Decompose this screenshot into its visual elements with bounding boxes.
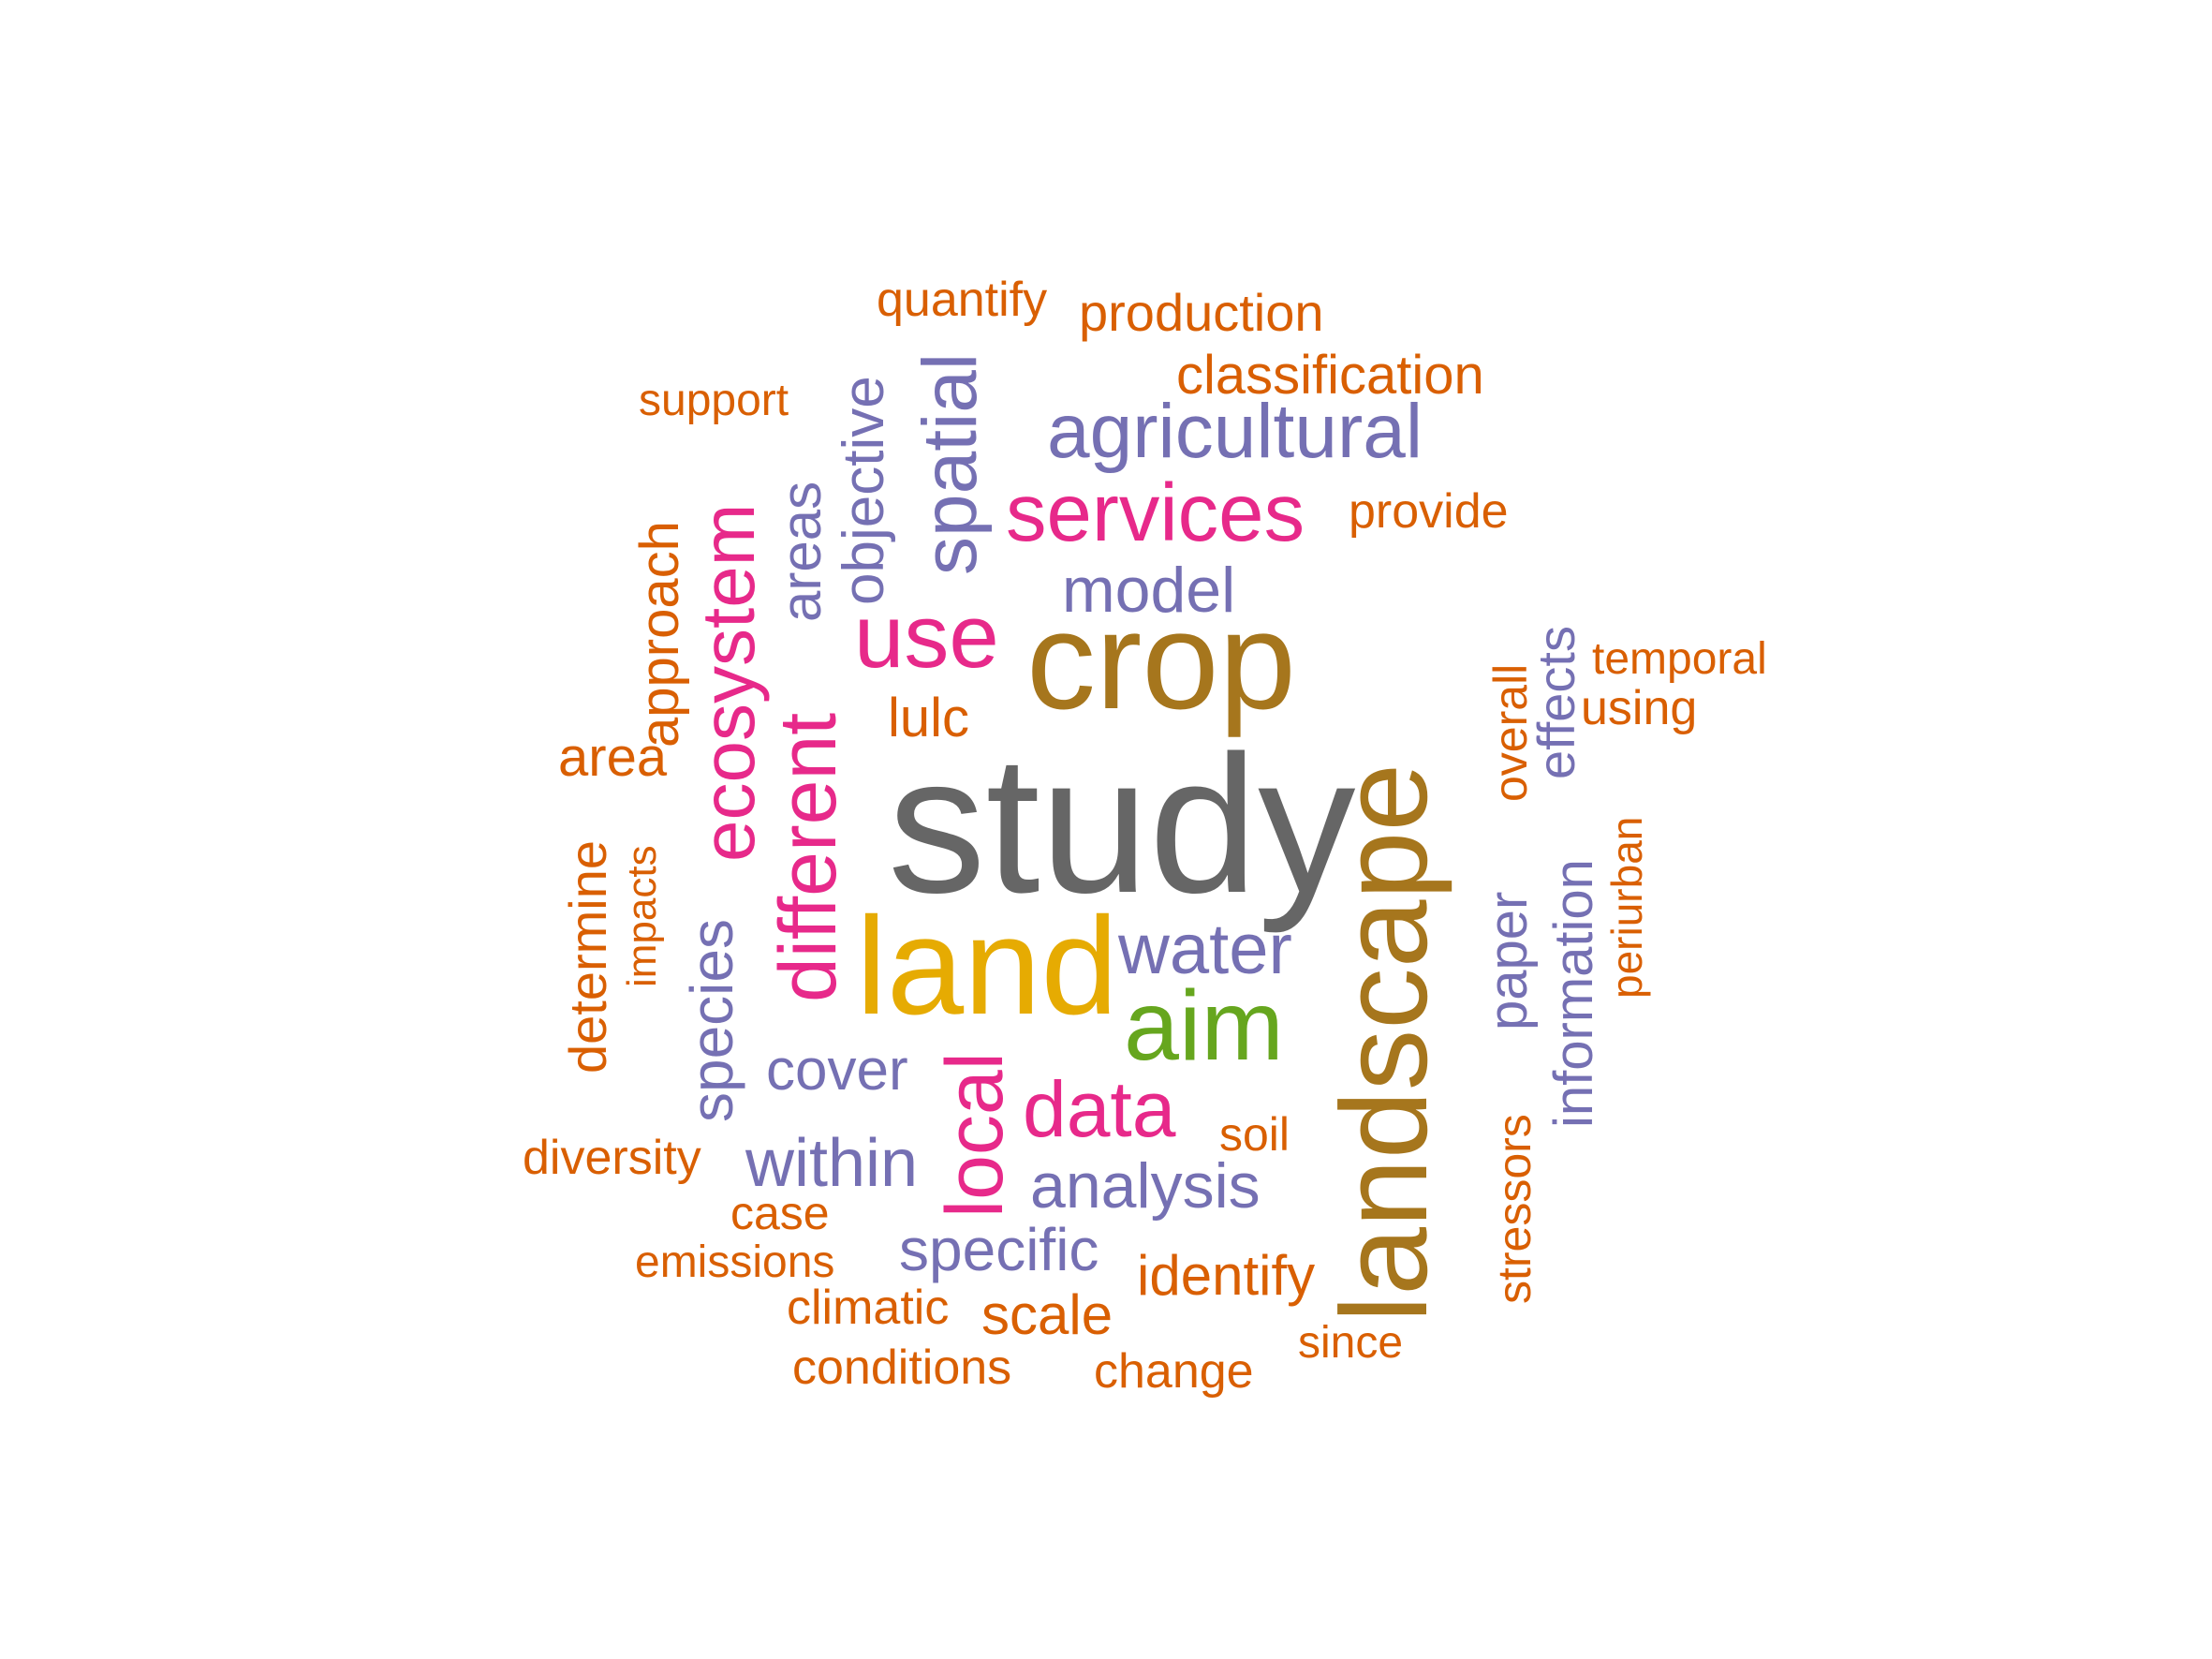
word-periurban: periurban: [1602, 816, 1651, 999]
word-impacts: impacts: [619, 845, 665, 987]
word-ecosystem: ecosystem: [686, 503, 770, 862]
word-information: information: [1543, 859, 1604, 1128]
word-data: data: [1023, 1065, 1176, 1153]
word-crop: crop: [1026, 584, 1296, 738]
word-use: use: [854, 586, 999, 687]
word-production: production: [1079, 283, 1324, 342]
word-species: species: [678, 919, 745, 1122]
word-conditions: conditions: [792, 1341, 1012, 1395]
word-analysis: analysis: [1030, 1150, 1261, 1222]
word-overall: overall: [1484, 663, 1537, 802]
word-lulc: lulc: [888, 688, 970, 748]
word-water: water: [1118, 910, 1292, 989]
word-diversity: diversity: [523, 1131, 701, 1185]
word-spatial: spatial: [907, 352, 993, 575]
word-within: within: [745, 1126, 919, 1201]
word-local: local: [930, 1052, 1020, 1218]
word-classification: classification: [1176, 345, 1484, 406]
word-services: services: [1006, 467, 1305, 558]
word-cover: cover: [766, 1038, 908, 1103]
word-model: model: [1062, 555, 1236, 626]
word-quantify: quantify: [877, 273, 1048, 327]
word-climatic: climatic: [787, 1281, 950, 1335]
word-agricultural: agricultural: [1047, 389, 1423, 474]
word-areas: areas: [770, 481, 833, 622]
word-study: study: [888, 716, 1356, 934]
word-stressors: stressors: [1488, 1114, 1541, 1304]
word-aim: aim: [1124, 970, 1284, 1081]
word-land: land: [856, 889, 1118, 1044]
word-paper: paper: [1478, 891, 1539, 1030]
word-approach: approach: [629, 521, 690, 748]
word-case: case: [730, 1187, 830, 1239]
word-using: using: [1581, 681, 1698, 735]
word-landscape: landscape: [1315, 763, 1453, 1323]
word-change: change: [1094, 1344, 1254, 1399]
word-effects: effects: [1526, 626, 1585, 779]
word-emissions: emissions: [635, 1237, 835, 1287]
word-temporal: temporal: [1592, 634, 1767, 684]
word-different: different: [763, 712, 853, 1002]
word-support: support: [639, 376, 789, 425]
word-area: area: [558, 727, 668, 788]
word-specific: specific: [899, 1216, 1099, 1283]
word-provide: provide: [1349, 484, 1509, 539]
word-since: since: [1298, 1318, 1404, 1368]
word-soil: soil: [1219, 1108, 1290, 1161]
word-scale: scale: [981, 1283, 1113, 1346]
word-objective: objective: [832, 376, 896, 605]
word-identify: identify: [1137, 1244, 1316, 1307]
word-determine: determine: [558, 839, 617, 1074]
